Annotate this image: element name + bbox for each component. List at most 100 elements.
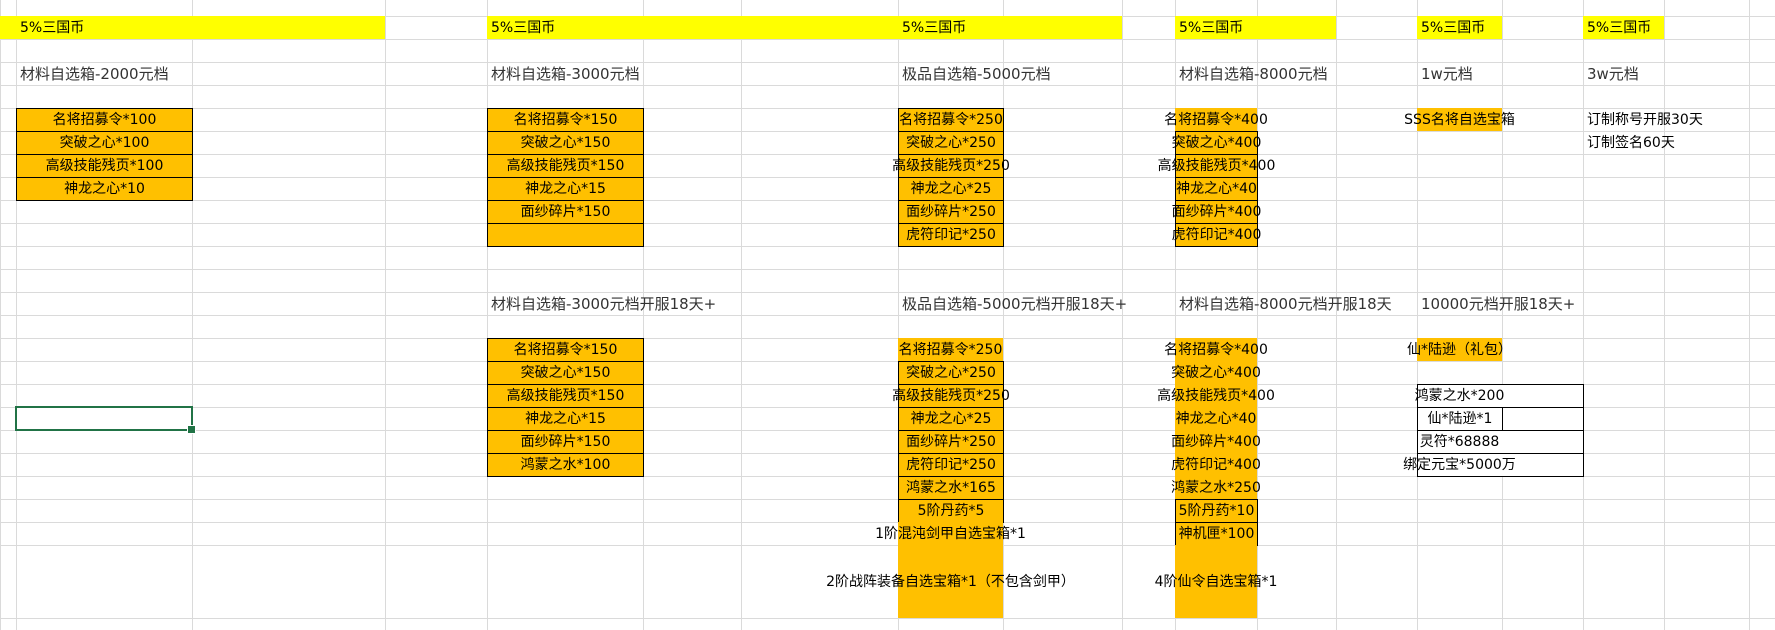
item-cell-text: 高级技能残页*100 <box>45 158 164 174</box>
item-cell-text: 面纱碎片*400 <box>1171 433 1261 450</box>
coin-label[interactable]: 5%三国币 <box>1175 16 1257 39</box>
coin-label[interactable]: 5%三国币 <box>1583 16 1664 39</box>
item-cell[interactable]: 面纱碎片*250 <box>898 430 1004 454</box>
item-cell[interactable]: 神龙之心*40 <box>1175 177 1258 201</box>
item-cell[interactable]: 灵符*68888 <box>1417 430 1502 453</box>
item-cell[interactable]: 鸿蒙之水*250 <box>1171 476 1261 499</box>
tier-title[interactable]: 材料自选箱-3000元档开服18天+ <box>487 292 716 315</box>
item-cell[interactable]: 突破之心*400 <box>1172 131 1261 155</box>
item-cell[interactable]: 突破之心*100 <box>16 131 193 155</box>
item-cell[interactable]: 面纱碎片*400 <box>1172 200 1261 224</box>
yellow-highlight-band <box>487 16 1122 39</box>
item-cell-text: 5阶丹药*10 <box>1178 503 1255 519</box>
item-cell[interactable]: SSS名将自选宝箱 <box>1404 108 1515 131</box>
item-cell-text: 虎符印记*250 <box>906 457 996 473</box>
item-cell[interactable]: 神龙之心*40 <box>1175 407 1257 430</box>
gift-cell[interactable]: 仙*陆逊（礼包） <box>1407 338 1512 361</box>
item-cell[interactable]: 高级技能残页*250 <box>892 384 1010 408</box>
item-cell-text: 神龙之心*10 <box>64 181 145 197</box>
tier-title[interactable]: 材料自选箱-3000元档 <box>487 62 643 85</box>
yellow-highlight-band <box>1175 16 1336 39</box>
item-cell[interactable]: 高级技能残页*400 <box>1157 384 1275 407</box>
tier-title[interactable]: 材料自选箱-2000元档 <box>16 62 192 85</box>
item-cell[interactable]: 面纱碎片*250 <box>898 200 1004 224</box>
tier-title[interactable]: 极品自选箱-5000元档 <box>898 62 1051 85</box>
item-cell[interactable]: 订制称号开服30天 <box>1583 108 1703 131</box>
item-cell-text: 2阶战阵装备自选宝箱*1（不包含剑甲） <box>826 573 1075 590</box>
item-cell[interactable]: 虎符印记*250 <box>898 453 1004 477</box>
tier-title[interactable]: 1w元档 <box>1417 62 1502 85</box>
item-row[interactable] <box>1417 384 1584 408</box>
tier-title-text: 材料自选箱-3000元档 <box>491 64 640 83</box>
item-cell[interactable]: 1阶混沌剑甲自选宝箱*1 <box>875 522 1026 545</box>
item-cell-text: 面纱碎片*250 <box>906 434 996 450</box>
item-cell[interactable]: 2阶战阵装备自选宝箱*1（不包含剑甲） <box>826 545 1075 618</box>
item-cell-text: 面纱碎片*250 <box>906 204 996 220</box>
coin-label[interactable]: 5%三国币 <box>487 16 643 39</box>
item-cell[interactable]: 神龙之心*15 <box>487 177 644 201</box>
item-cell[interactable]: 名将招募令*250 <box>898 338 1003 361</box>
item-cell[interactable]: 鸿蒙之水*165 <box>898 476 1004 500</box>
tier-title-text: 极品自选箱-5000元档 <box>902 64 1051 83</box>
coin-label[interactable]: 5%三国币 <box>1417 16 1502 39</box>
item-cell[interactable]: 名将招募令*400 <box>1164 338 1268 361</box>
coin-label[interactable]: 5%三国币 <box>898 16 1003 39</box>
row-gridline <box>0 177 1775 178</box>
item-cell[interactable]: 名将招募令*100 <box>16 108 193 132</box>
item-cell[interactable]: 面纱碎片*150 <box>487 200 644 224</box>
item-cell[interactable]: 鸿蒙之水*100 <box>487 453 644 477</box>
item-cell-text: 高级技能残页*400 <box>1157 158 1276 174</box>
selected-cell[interactable] <box>15 406 196 434</box>
item-cell[interactable]: 高级技能残页*100 <box>16 154 193 178</box>
tier-title[interactable]: 极品自选箱-5000元档开服18天+ <box>898 292 1127 315</box>
item-cell[interactable]: 4阶仙令自选宝箱*1 <box>1155 545 1277 618</box>
item-cell[interactable]: 突破之心*250 <box>898 361 1004 385</box>
item-cell-text: 名将招募令*250 <box>898 341 1003 358</box>
item-cell-text: 名将招募令*250 <box>899 112 1003 128</box>
tier-title[interactable]: 材料自选箱-8000元档 <box>1175 62 1328 85</box>
item-cell[interactable]: 订制签名60天 <box>1583 131 1675 154</box>
item-cell[interactable]: 突破之心*150 <box>487 361 644 385</box>
tier-title[interactable]: 10000元档开服18天+ <box>1417 292 1575 315</box>
item-cell[interactable]: 高级技能残页*150 <box>487 384 644 408</box>
item-cell[interactable]: 名将招募令*150 <box>487 338 644 362</box>
row-gridline <box>0 39 1775 40</box>
item-cell[interactable]: 神龙之心*25 <box>898 177 1004 201</box>
item-cell-text: 面纱碎片*150 <box>520 434 611 450</box>
item-cell[interactable]: 高级技能残页*250 <box>892 154 1010 178</box>
item-cell[interactable]: 名将招募令*400 <box>1164 108 1268 131</box>
item-cell[interactable]: 神龙之心*25 <box>898 407 1004 431</box>
item-row[interactable] <box>1417 453 1584 477</box>
item-cell[interactable] <box>487 223 644 247</box>
item-cell[interactable]: 面纱碎片*150 <box>487 430 644 454</box>
item-cell[interactable]: 仙*陆逊*1 <box>1417 407 1503 431</box>
item-cell[interactable]: 突破之心*150 <box>487 131 644 155</box>
item-cell[interactable]: 神龙之心*10 <box>16 177 193 201</box>
item-cell[interactable]: 神机匣*100 <box>1175 522 1258 546</box>
item-cell[interactable]: 高级技能残页*400 <box>1158 154 1275 178</box>
item-cell[interactable]: 鸿蒙之水*200 <box>1415 384 1505 407</box>
item-cell[interactable]: 虎符印记*400 <box>1172 223 1261 247</box>
item-cell[interactable]: 高级技能残页*150 <box>487 154 644 178</box>
item-cell[interactable]: 名将招募令*150 <box>487 108 644 132</box>
item-cell[interactable]: 突破之心*250 <box>898 131 1004 155</box>
item-cell[interactable]: 5阶丹药*5 <box>898 499 1004 523</box>
coin-label[interactable]: 5%三国币 <box>16 16 192 39</box>
item-cell[interactable]: 绑定元宝*5000万 <box>1403 453 1516 476</box>
item-cell[interactable]: 虎符印记*400 <box>1171 453 1261 476</box>
tier-title[interactable]: 3w元档 <box>1583 62 1664 85</box>
item-cell-text: 名将招募令*400 <box>1164 111 1268 128</box>
tier-title[interactable]: 材料自选箱-8000元档开服18天 <box>1175 292 1392 315</box>
item-cell[interactable]: 面纱碎片*400 <box>1171 430 1261 453</box>
item-cell[interactable]: 虎符印记*250 <box>898 223 1004 247</box>
item-cell[interactable]: 神龙之心*15 <box>487 407 644 431</box>
item-cell[interactable]: 突破之心*400 <box>1171 361 1261 384</box>
row-gridline <box>0 223 1775 224</box>
item-cell[interactable]: 5阶丹药*10 <box>1175 499 1258 523</box>
item-cell-text: 名将招募令*100 <box>52 112 157 128</box>
row-gridline <box>0 522 1775 523</box>
tier-title-text: 材料自选箱-8000元档 <box>1179 64 1328 83</box>
item-cell[interactable]: 名将招募令*250 <box>898 108 1004 132</box>
fill-handle[interactable] <box>187 425 196 434</box>
